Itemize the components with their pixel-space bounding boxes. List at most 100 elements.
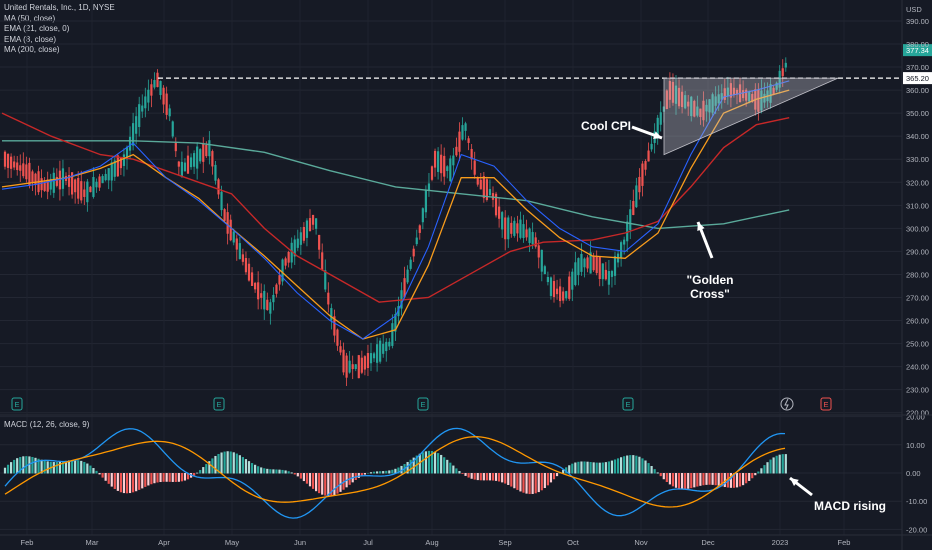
ema21-line xyxy=(1,89,790,340)
macd-histogram-bar xyxy=(693,473,696,488)
macd-histogram-bar xyxy=(513,473,516,489)
macd-histogram-bar xyxy=(119,473,122,493)
candle-body xyxy=(250,272,254,286)
candle-body xyxy=(144,96,147,109)
macd-histogram-bar xyxy=(43,460,46,474)
macd-histogram-bar xyxy=(144,473,147,487)
annotation-golden-cross: Cross" xyxy=(690,287,730,301)
macd-histogram-bar xyxy=(394,468,397,474)
macd-histogram-bar xyxy=(342,473,345,490)
macd-histogram-bar xyxy=(226,451,229,474)
candle-body xyxy=(488,189,492,196)
candle-body xyxy=(67,174,71,187)
candle-body xyxy=(757,89,760,112)
candle-body xyxy=(220,191,223,211)
macd-histogram-bar xyxy=(318,473,321,494)
candle-body xyxy=(769,84,772,103)
candle-body xyxy=(351,364,354,370)
macd-histogram-bar xyxy=(183,473,187,481)
candle-body xyxy=(681,91,684,108)
price-tick-label: 300.00 xyxy=(906,224,929,233)
candle-body xyxy=(287,251,290,263)
candle-body xyxy=(348,360,351,373)
candle-body xyxy=(385,341,388,352)
candle-body xyxy=(696,106,699,116)
macd-histogram-bar xyxy=(720,473,723,487)
price-tick-label: 360.00 xyxy=(906,86,929,95)
candle-body xyxy=(577,258,580,276)
candle-body xyxy=(632,201,635,216)
candle-body xyxy=(177,161,180,167)
macd-histogram-bar xyxy=(620,457,623,474)
macd-histogram-bar xyxy=(580,461,583,474)
macd-histogram-bar xyxy=(86,463,89,474)
time-tick-label: Mar xyxy=(86,538,99,547)
candle-body xyxy=(592,255,595,271)
price-tick-label: 370.00 xyxy=(906,63,929,72)
candle-body xyxy=(507,217,510,240)
macd-histogram-bar xyxy=(635,455,638,474)
candle-body xyxy=(601,263,604,280)
signal-line xyxy=(4,436,786,508)
candle-body xyxy=(443,155,446,177)
macd-histogram-bar xyxy=(562,469,565,474)
macd-histogram-bar xyxy=(171,473,174,482)
annotation-golden-cross: "Golden xyxy=(686,273,733,287)
macd-grid xyxy=(0,416,902,530)
candle-body xyxy=(311,214,315,225)
candle-body xyxy=(729,83,732,98)
macd-histogram-bar xyxy=(470,473,473,479)
candle-body xyxy=(626,221,629,242)
time-tick-label: Oct xyxy=(567,538,580,547)
lightning-bolt-icon xyxy=(784,398,789,410)
candle-body xyxy=(525,229,528,238)
macd-histogram-bar xyxy=(735,473,739,488)
macd-histogram-bar xyxy=(574,462,577,474)
candle-body xyxy=(150,84,153,96)
candle-body xyxy=(205,144,208,157)
candle-body xyxy=(281,259,284,282)
macd-histogram-bar xyxy=(662,473,665,480)
candle-body xyxy=(482,176,485,199)
macd-histogram-bar xyxy=(324,473,327,496)
price-tick-label: 330.00 xyxy=(906,155,929,164)
candle-body xyxy=(714,96,717,106)
macd-histogram-bar xyxy=(266,468,269,474)
candle-body xyxy=(784,62,787,68)
macd-histogram-bar xyxy=(122,473,126,494)
candle-body xyxy=(345,355,348,378)
macd-histogram-bar xyxy=(199,469,202,474)
candle-body xyxy=(498,206,501,219)
candle-body xyxy=(263,290,266,310)
candle-body xyxy=(25,164,28,180)
resistance-badge xyxy=(903,72,932,85)
macd-histogram-bar xyxy=(488,473,492,481)
ma200-line xyxy=(2,140,790,230)
candle-body xyxy=(305,220,309,238)
candle-body xyxy=(34,173,37,185)
candle-body xyxy=(379,340,382,362)
candle-body xyxy=(656,117,659,138)
macd-histogram-bar xyxy=(458,471,461,474)
macd-histogram-bar xyxy=(778,454,781,474)
macd-histogram-bar xyxy=(302,473,305,482)
price-tick-label: 350.00 xyxy=(906,109,929,118)
candle-body xyxy=(135,116,138,134)
macd-histogram-bar xyxy=(623,456,626,474)
macd-tick-label: 20.00 xyxy=(906,413,925,422)
candle-body xyxy=(318,234,321,250)
candle-body xyxy=(409,259,412,269)
candle-body xyxy=(223,209,226,221)
macd-histogram-bar xyxy=(278,469,281,474)
macd-histogram-bar xyxy=(223,451,226,474)
macd-histogram-bar xyxy=(510,473,513,487)
candle-body xyxy=(433,150,437,168)
candle-body xyxy=(95,181,98,188)
macd-histogram-bar xyxy=(473,473,476,480)
macd-histogram-bar xyxy=(327,473,330,497)
macd-histogram-bar xyxy=(186,473,190,480)
macd-histogram-bar xyxy=(366,472,370,474)
macd-histogram-bar xyxy=(406,461,409,474)
